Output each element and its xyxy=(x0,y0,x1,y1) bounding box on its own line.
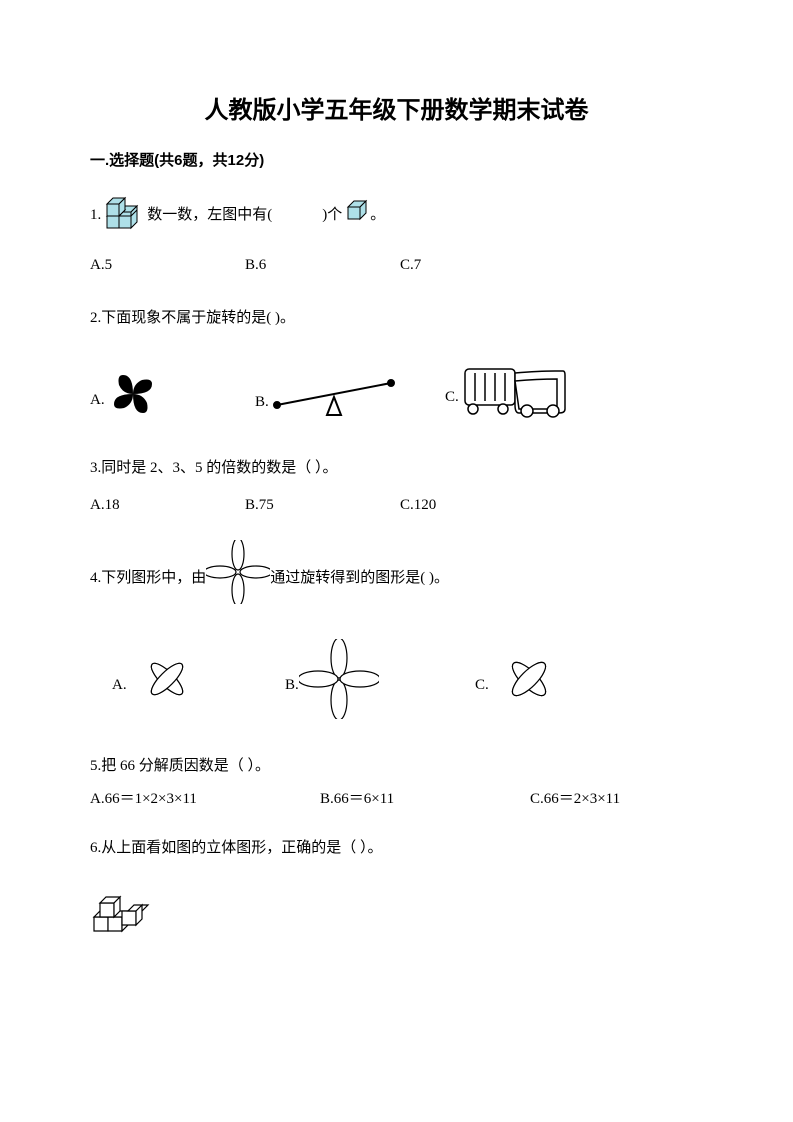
q5-option-b: B.66＝6×11 xyxy=(320,783,530,816)
q4-option-c: C. xyxy=(475,669,489,702)
q1-mid: 数一数，左图中有( xyxy=(147,199,272,232)
q5-option-a: A.66＝1×2×3×11 xyxy=(90,783,320,816)
q5-option-c: C.66＝2×3×11 xyxy=(530,783,620,816)
flower-x2-icon xyxy=(489,639,569,732)
q3-text: 3.同时是 2、3、5 的倍数的数是（ ）。 xyxy=(90,452,703,485)
question-3: 3.同时是 2、3、5 的倍数的数是（ ）。 A.18 B.75 C.120 xyxy=(90,452,703,522)
section-1-header: 一.选择题(共6题，共12分) xyxy=(90,149,703,170)
q2-option-a: A. xyxy=(90,384,105,417)
seesaw-icon xyxy=(269,371,399,434)
question-2: 2.下面现象不属于旋转的是( )。 A. B. xyxy=(90,302,703,434)
q3-option-c: C.120 xyxy=(400,489,575,522)
cubes-q6-icon xyxy=(90,883,152,948)
cubes-stack-icon xyxy=(101,188,147,243)
q5-text: 5.把 66 分解质因数是（ ）。 xyxy=(90,750,703,783)
q4-option-a: A. xyxy=(112,669,127,702)
q4-option-b: B. xyxy=(285,669,299,702)
q1-option-c: C.7 xyxy=(400,249,575,282)
q1-pre: 1. xyxy=(90,199,101,232)
q2-text: 2.下面现象不属于旋转的是( )。 xyxy=(90,302,703,335)
q2-option-b: B. xyxy=(255,386,269,419)
flower-x-icon xyxy=(127,639,207,732)
question-1: 1. xyxy=(90,188,703,282)
q6-text: 6.从上面看如图的立体图形，正确的是（ ）。 xyxy=(90,832,703,865)
q1-post: )个 xyxy=(322,199,342,232)
q1-option-a: A.5 xyxy=(90,249,245,282)
q4-pre: 4.下列图形中，由 xyxy=(90,562,206,595)
question-4: 4.下列图形中，由 通过旋转得到的图形是( )。 A. xyxy=(90,540,703,732)
q3-option-a: A.18 xyxy=(90,489,245,522)
question-6: 6.从上面看如图的立体图形，正确的是（ ）。 xyxy=(90,832,703,948)
q4-post: 通过旋转得到的图形是( )。 xyxy=(270,562,449,595)
single-cube-icon xyxy=(342,195,370,236)
q1-end: 。 xyxy=(370,199,385,232)
pinwheel-icon xyxy=(105,367,161,434)
q2-option-c: C. xyxy=(445,381,459,414)
flower-4b-icon xyxy=(299,639,379,732)
question-5: 5.把 66 分解质因数是（ ）。 A.66＝1×2×3×11 B.66＝6×1… xyxy=(90,750,703,816)
page-title: 人教版小学五年级下册数学期末试卷 xyxy=(90,90,703,125)
slide-icon xyxy=(459,361,569,434)
q3-option-b: B.75 xyxy=(245,489,400,522)
flower-4-icon xyxy=(206,540,270,617)
q1-option-b: B.6 xyxy=(245,249,400,282)
